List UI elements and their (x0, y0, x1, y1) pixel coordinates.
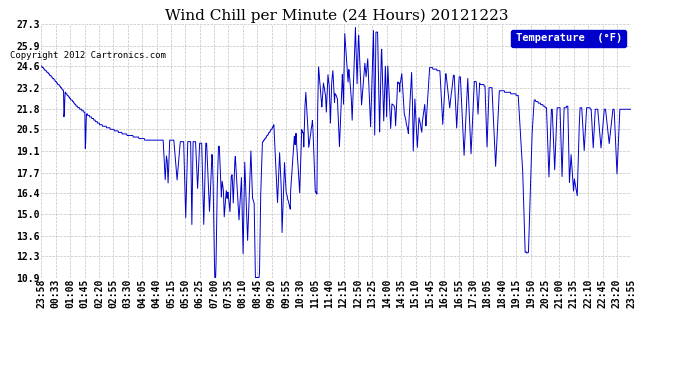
Title: Wind Chill per Minute (24 Hours) 20121223: Wind Chill per Minute (24 Hours) 2012122… (165, 9, 508, 23)
Legend: Temperature  (°F): Temperature (°F) (511, 30, 626, 47)
Text: Copyright 2012 Cartronics.com: Copyright 2012 Cartronics.com (10, 51, 166, 60)
